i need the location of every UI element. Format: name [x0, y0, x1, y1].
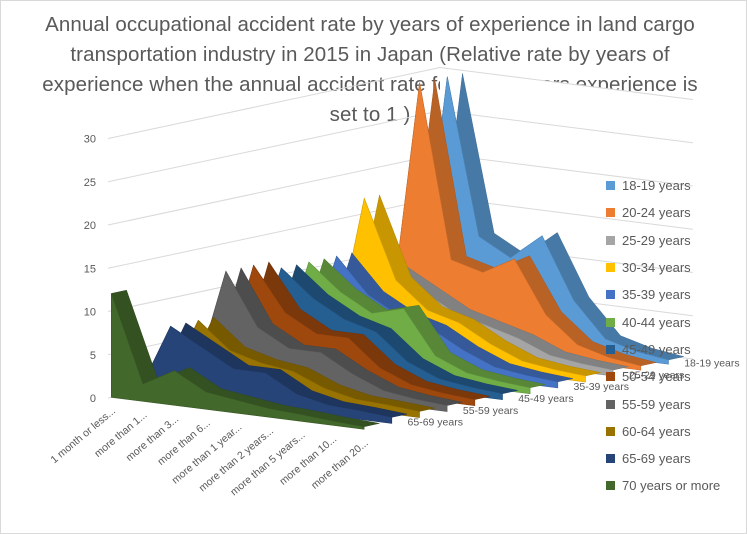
legend-item: 20-24 years: [606, 199, 746, 226]
z-tick-label: 15: [84, 263, 96, 275]
legend: 18-19 years 20-24 years 25-29 years 30-34 y…: [606, 172, 746, 500]
legend-label: 30-34 years: [622, 260, 691, 276]
legend-swatch: [606, 208, 615, 218]
legend-label: 25-29 years: [622, 232, 691, 248]
legend-swatch: [606, 181, 615, 191]
legend-item: 70 years or more: [606, 472, 746, 499]
depth-label: 35-39 years: [574, 381, 629, 393]
depth-label: 45-49 years: [518, 393, 573, 405]
legend-item: 65-69 years: [606, 445, 746, 472]
legend-item: 55-59 years: [606, 390, 746, 417]
legend-item: 35-39 years: [606, 281, 746, 308]
legend-item: 45-49 years: [606, 336, 746, 363]
legend-label: 55-59 years: [622, 396, 691, 412]
legend-swatch: [606, 454, 615, 464]
legend-label: 65-69 years: [622, 451, 691, 467]
z-tick-label: 20: [84, 220, 96, 232]
legend-label: 18-19 years: [622, 178, 691, 194]
legend-swatch: [606, 263, 615, 273]
z-tick-label: 10: [84, 307, 96, 319]
legend-label: 50-54 years: [622, 369, 691, 385]
z-tick-label: 30: [84, 134, 96, 146]
legend-label: 35-39 years: [622, 287, 691, 303]
z-tick-label: 25: [84, 177, 96, 189]
z-tick-label: 0: [90, 393, 96, 405]
legend-swatch: [606, 317, 615, 327]
depth-label: 25-29 years: [629, 369, 684, 381]
depth-label: 65-69 years: [408, 417, 463, 429]
legend-swatch: [606, 235, 615, 245]
legend-swatch: [606, 344, 615, 354]
legend-label: 70 years or more: [622, 478, 721, 494]
legend-swatch: [606, 481, 615, 491]
legend-label: 20-24 years: [622, 205, 691, 221]
legend-item: 50-54 years: [606, 363, 746, 390]
series-70-years-or-more: [110, 289, 380, 430]
legend-swatch: [606, 372, 615, 382]
gridline-30: [107, 66, 693, 139]
legend-item: 25-29 years: [606, 227, 746, 254]
series-area: [111, 293, 365, 430]
depth-label: 55-59 years: [463, 405, 518, 417]
legend-label: 40-44 years: [622, 314, 691, 330]
chart-series-layer: [110, 73, 684, 430]
legend-item: 40-44 years: [606, 308, 746, 335]
legend-swatch: [606, 426, 615, 436]
legend-item: 18-19 years: [606, 172, 746, 199]
category-label: 1 month or less...: [49, 405, 118, 466]
legend-label: 45-49 years: [622, 341, 691, 357]
z-tick-label: 5: [90, 350, 96, 362]
legend-swatch: [606, 290, 615, 300]
legend-item: 30-34 years: [606, 254, 746, 281]
depth-label: 18-19 years: [684, 358, 739, 370]
legend-swatch: [606, 399, 615, 409]
legend-label: 60-64 years: [622, 423, 691, 439]
legend-item: 60-64 years: [606, 418, 746, 445]
